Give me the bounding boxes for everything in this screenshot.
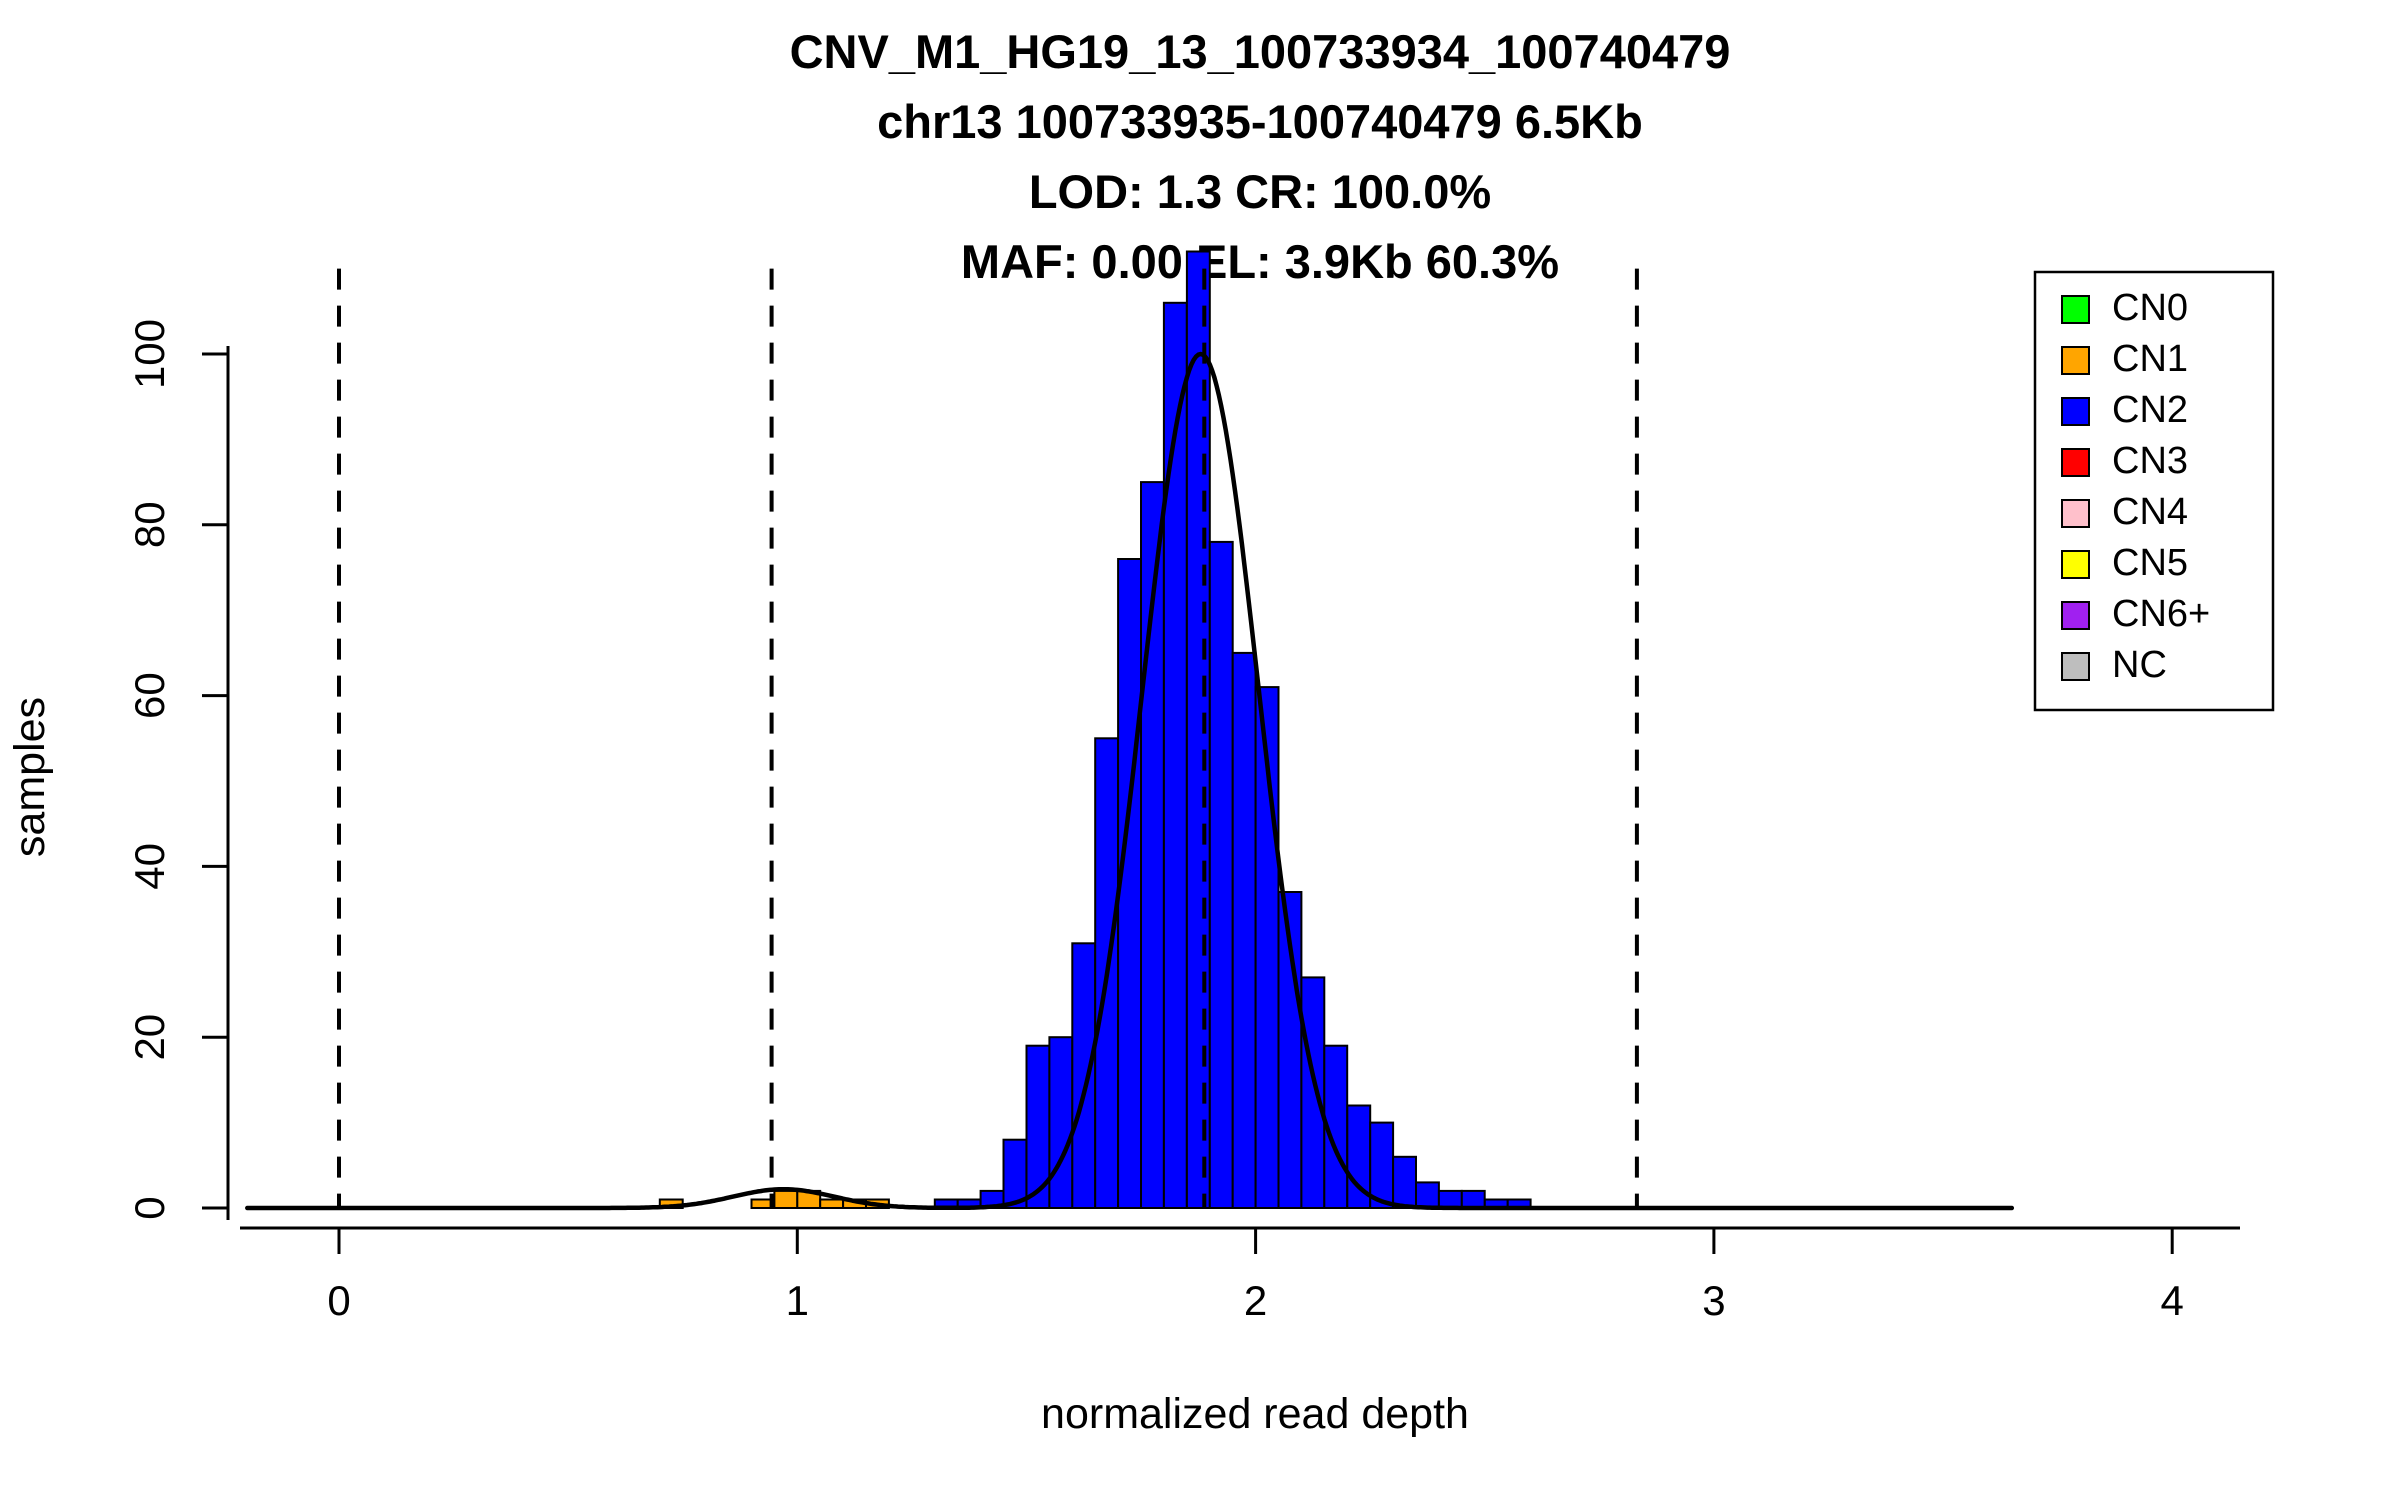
legend-swatch-CN1 — [2061, 346, 2090, 375]
legend-swatch-CN5 — [2061, 550, 2090, 579]
legend-swatch-CN6+ — [2061, 601, 2090, 630]
gaussian-fit-curve — [245, 351, 2015, 1211]
legend-label-CN0: CN0 — [2112, 287, 2188, 329]
plot-title-line-1: CNV_M1_HG19_13_100733934_100740479 — [790, 25, 1731, 78]
y-tick-label: 100 — [126, 319, 173, 389]
hist-bar-CN2 — [1460, 1189, 1486, 1210]
plot-title-line-3: LOD: 1.3 CR: 100.0% — [1029, 165, 1491, 218]
y-tick-label: 80 — [126, 501, 173, 548]
x-axis-title: normalized read depth — [1041, 1390, 1469, 1438]
hist-bar-CN2 — [1208, 540, 1234, 1209]
chart-content-layer — [245, 250, 2015, 1211]
hist-bar-CN1 — [773, 1189, 799, 1210]
y-tick-label: 20 — [126, 1014, 173, 1061]
legend-label-CN2: CN2 — [2112, 389, 2188, 431]
hist-bar-CN2 — [1048, 1036, 1074, 1209]
hist-bar-CN2 — [1231, 651, 1257, 1209]
legend-box — [2033, 270, 2275, 712]
legend-label-CN4: CN4 — [2112, 491, 2188, 533]
legend-label-NC: NC — [2112, 644, 2167, 686]
legend-label-CN6+: CN6+ — [2112, 593, 2210, 635]
x-tick-label: 2 — [1244, 1277, 1267, 1324]
y-axis-title: samples — [6, 697, 54, 857]
legend: CN0 CN1 CN2 CN3 CN4 CN5 CN6+ NC — [2033, 270, 2275, 712]
y-tick-label: 40 — [126, 843, 173, 890]
hist-bar-CN1 — [819, 1198, 845, 1209]
plot-title-line-2: chr13 100733935-100740479 6.5Kb — [877, 95, 1643, 148]
x-tick-label: 1 — [786, 1277, 809, 1324]
y-tick-label: 0 — [126, 1196, 173, 1219]
hist-bar-CN2 — [1437, 1189, 1463, 1210]
legend-swatch-CN3 — [2061, 448, 2090, 477]
plot-title-block: CNV_M1_HG19_13_100733934_100740479 chr13… — [790, 25, 1731, 288]
hist-bar-CN2 — [1185, 250, 1211, 1209]
hist-bar-CN2 — [1300, 976, 1326, 1210]
legend-swatch-CN4 — [2061, 499, 2090, 528]
legend-swatch-NC — [2061, 652, 2090, 681]
hist-bar-CN2 — [1415, 1181, 1440, 1210]
x-tick-label: 4 — [2161, 1277, 2184, 1324]
x-tick-label: 3 — [1702, 1277, 1725, 1324]
hist-bar-CN2 — [1071, 942, 1097, 1209]
y-tick-label: 60 — [126, 672, 173, 719]
legend-swatch-CN2 — [2061, 397, 2090, 426]
legend-label-CN1: CN1 — [2112, 338, 2188, 380]
hist-bar-CN2 — [1392, 1155, 1417, 1210]
x-tick-label: 0 — [327, 1277, 350, 1324]
legend-label-CN5: CN5 — [2112, 542, 2188, 584]
plot-title-line-4: MAF: 0.00 EL: 3.9Kb 60.3% — [961, 235, 1559, 288]
legend-label-CN3: CN3 — [2112, 440, 2188, 482]
legend-swatch-CN0 — [2061, 295, 2090, 324]
